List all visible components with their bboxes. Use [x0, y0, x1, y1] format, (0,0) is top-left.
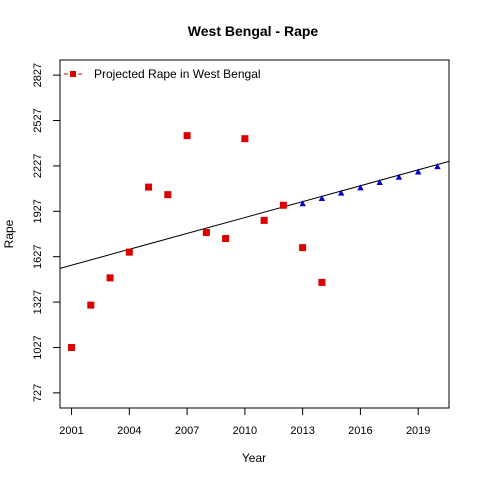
data-point-square [145, 183, 153, 191]
data-point-square [318, 278, 326, 286]
data-point-triangle [337, 189, 345, 196]
y-tick-label: 2827 [32, 63, 44, 87]
data-point-triangle [395, 173, 403, 180]
x-tick-label: 2004 [117, 425, 141, 437]
y-axis-label: Rape [2, 219, 16, 248]
data-point-square [222, 235, 230, 243]
data-point-square [87, 301, 95, 309]
data-point-square [241, 135, 249, 143]
x-tick-label: 2016 [348, 425, 372, 437]
data-point-triangle [434, 163, 441, 170]
x-tick-label: 2013 [290, 425, 314, 437]
x-axis-label: Year [242, 451, 266, 465]
data-point-triangle [376, 179, 383, 186]
y-tick-label: 1627 [32, 244, 44, 268]
data-point-square [125, 248, 133, 256]
chart-title: West Bengal - Rape [188, 23, 319, 39]
y-tick-label: 1027 [32, 335, 44, 359]
data-point-square [202, 228, 210, 236]
y-tick-label: 1927 [32, 199, 44, 223]
data-point-square [106, 274, 114, 282]
x-tick-label: 2007 [175, 425, 199, 437]
y-tick-label: 727 [32, 384, 44, 402]
x-tick-label: 2019 [406, 425, 430, 437]
data-point-triangle [318, 194, 326, 201]
data-point-square [279, 201, 287, 209]
x-axis: 2001 2004 2007 2010 2013 2016 2019 [59, 408, 430, 437]
data-point-square [164, 191, 172, 199]
y-tick-label: 2227 [32, 154, 44, 178]
data-point-square [183, 132, 191, 140]
legend-label: Projected Rape in West Bengal [94, 67, 261, 81]
plot-area [59, 132, 450, 351]
trend-line [59, 160, 450, 269]
data-point-triangle [414, 168, 422, 175]
data-point-triangle [299, 200, 306, 207]
legend: Projected Rape in West Bengal [64, 67, 261, 81]
plot-frame [59, 59, 450, 409]
y-tick-label: 1327 [32, 290, 44, 314]
data-point-square [68, 343, 76, 351]
x-tick-label: 2010 [233, 425, 257, 437]
y-tick-label: 2527 [32, 108, 44, 132]
x-tick-label: 2001 [59, 425, 83, 437]
y-axis: 727 1027 1327 1627 1927 2227 2527 2827 [32, 63, 60, 402]
data-point-square [260, 216, 268, 224]
data-point-triangle [357, 184, 364, 191]
legend-marker [70, 71, 76, 77]
data-point-square [299, 244, 307, 252]
